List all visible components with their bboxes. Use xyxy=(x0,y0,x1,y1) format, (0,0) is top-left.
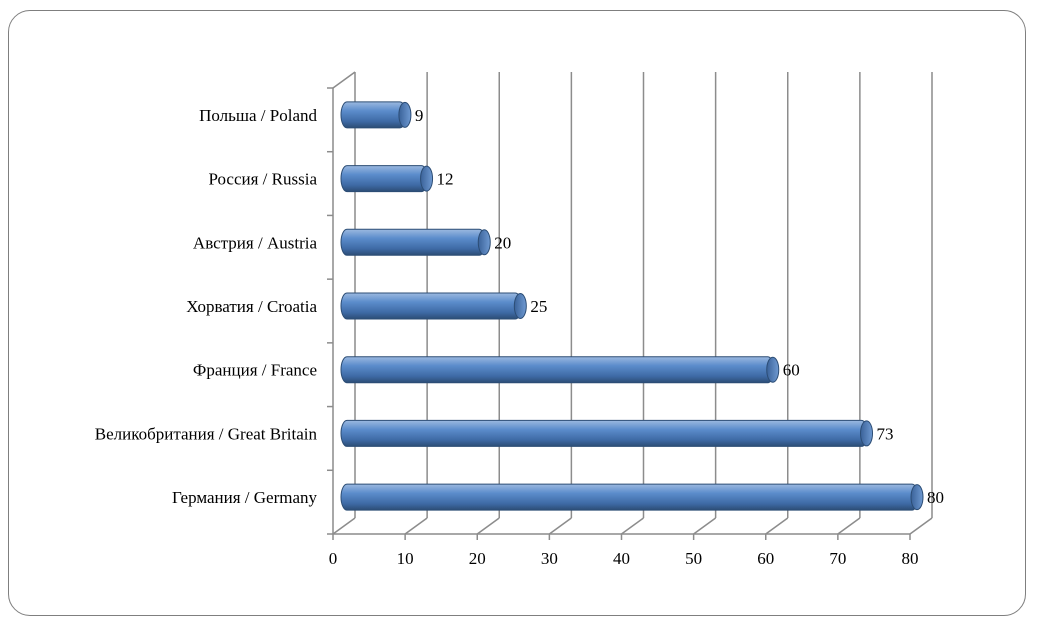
x-tick-label: 70 xyxy=(829,549,846,568)
floor-depth-line xyxy=(621,517,644,535)
floor-depth-line xyxy=(404,517,428,535)
bar xyxy=(340,356,775,384)
x-tick-label: 30 xyxy=(541,549,558,568)
bar xyxy=(340,483,919,511)
bar xyxy=(340,101,407,129)
bar-end-cap xyxy=(513,293,527,319)
category-label: Польша / Poland xyxy=(199,106,317,125)
axis-layer xyxy=(327,71,911,540)
x-tick-label: 50 xyxy=(685,549,702,568)
x-tick-label: 60 xyxy=(757,549,774,568)
category-label: Великобритания / Great Britain xyxy=(95,424,318,443)
floor-depth-line xyxy=(909,517,933,535)
category-label: Россия / Russia xyxy=(208,170,317,189)
bar-end-cap xyxy=(477,229,491,256)
x-tick-label: 0 xyxy=(329,549,338,568)
bar-layer xyxy=(340,101,924,511)
data-label: 73 xyxy=(877,424,894,443)
floor-depth-line xyxy=(548,517,572,535)
bar xyxy=(340,228,486,256)
category-label: Франция / France xyxy=(193,361,317,380)
bar-end-cap xyxy=(910,484,924,511)
floor-depth-line xyxy=(332,517,356,535)
bar xyxy=(340,165,429,193)
label-layer: 0 10 20 30 40 50 60 70 80 Польша / Poland 9 Россия … xyxy=(95,106,944,568)
bar-end-cap xyxy=(420,165,434,192)
data-label: 60 xyxy=(783,361,800,380)
x-tick-label: 40 xyxy=(613,549,630,568)
data-label: 9 xyxy=(415,106,424,125)
data-label: 80 xyxy=(927,488,944,507)
data-label: 25 xyxy=(530,297,547,316)
floor-depth-line xyxy=(476,517,500,535)
data-label: 12 xyxy=(437,170,454,189)
category-label: Хорватия / Croatia xyxy=(186,297,317,316)
x-tick-label: 10 xyxy=(397,549,414,568)
floor-depth-line xyxy=(765,517,789,535)
data-label: 20 xyxy=(494,233,511,252)
category-label: Австрия / Austria xyxy=(193,233,318,252)
bar-end-cap xyxy=(766,356,780,383)
bar-end-cap xyxy=(860,420,874,447)
category-label: Германия / Germany xyxy=(172,488,317,507)
x-tick-label: 80 xyxy=(902,549,919,568)
bar xyxy=(340,292,522,320)
floor-depth-line xyxy=(837,517,861,535)
floor-depth-line xyxy=(693,517,717,535)
bar-end-cap xyxy=(398,101,412,128)
bar xyxy=(340,419,869,447)
x-tick-label: 20 xyxy=(469,549,486,568)
y-axis-top-depth-line xyxy=(332,71,356,89)
